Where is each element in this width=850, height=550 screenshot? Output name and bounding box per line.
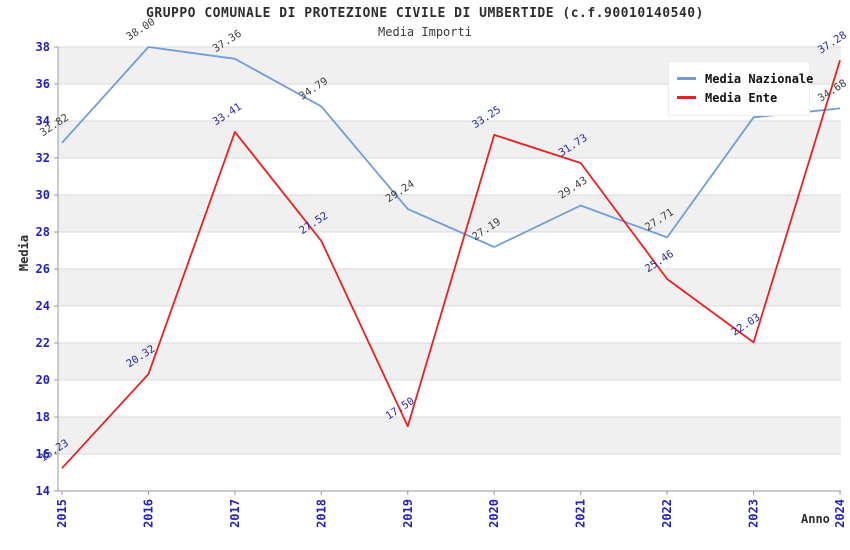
plot-band: [58, 417, 841, 454]
line-swatch-icon: [677, 77, 696, 80]
plot-band: [58, 121, 841, 158]
legend-item-media-nazionale: Media Nazionale: [677, 69, 813, 88]
plot-band: [58, 343, 841, 380]
plot-band: [58, 232, 841, 269]
y-tick-label: 28: [36, 225, 50, 239]
y-tick-label: 34: [36, 114, 50, 128]
x-tick-label: 2022: [660, 499, 674, 528]
x-tick-label: 2024: [833, 499, 847, 528]
x-axis-title: Anno: [801, 512, 830, 526]
y-axis-title: Media: [17, 234, 31, 272]
legend: Media Nazionale Media Ente: [668, 61, 813, 116]
plot-band: [58, 380, 841, 417]
y-tick-label: 18: [36, 410, 50, 424]
x-tick-label: 2015: [55, 499, 69, 528]
plot-band: [58, 195, 841, 232]
plot-band: [58, 158, 841, 195]
y-tick-label: 24: [36, 299, 50, 313]
chart-title: GRUPPO COMUNALE DI PROTEZIONE CIVILE DI …: [146, 6, 704, 21]
y-tick-label: 20: [36, 373, 50, 387]
y-tick-label: 32: [36, 151, 50, 165]
y-tick-label: 14: [36, 484, 50, 498]
x-tick-label: 2023: [747, 499, 761, 528]
legend-label: Media Ente: [705, 90, 778, 105]
y-tick-label: 38: [36, 40, 50, 54]
y-tick-label: 36: [36, 77, 50, 91]
series-line-media-nazionale: [61, 46, 841, 248]
y-tick-label: 22: [36, 336, 50, 350]
plot-band: [58, 454, 841, 491]
x-tick-label: 2017: [228, 499, 242, 528]
y-tick-label: 26: [36, 262, 50, 276]
x-tick-label: 2020: [487, 499, 501, 528]
x-tick-label: 2018: [314, 499, 328, 528]
series-line-media-ente: [61, 60, 841, 469]
y-tick-label: 16: [36, 447, 50, 461]
y-tick-label: 30: [36, 188, 50, 202]
line-swatch-icon: [677, 96, 696, 99]
x-tick-label: 2019: [401, 499, 415, 528]
plot-band: [58, 306, 841, 343]
legend-label: Media Nazionale: [705, 71, 814, 86]
legend-item-media-ente: Media Ente: [677, 88, 801, 107]
chart-subtitle: Media Importi: [378, 25, 472, 39]
x-tick-label: 2016: [141, 499, 155, 528]
x-tick-label: 2021: [574, 499, 588, 528]
